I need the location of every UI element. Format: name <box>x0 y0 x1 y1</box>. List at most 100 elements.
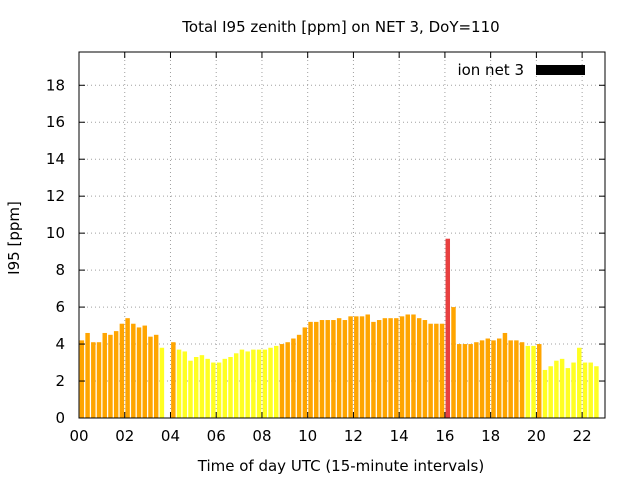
bar <box>136 327 142 418</box>
bar <box>422 320 428 418</box>
bar <box>559 358 565 418</box>
x-tick-label: 20 <box>527 427 546 445</box>
bar <box>125 318 130 418</box>
bar <box>108 334 113 418</box>
bar <box>274 345 279 418</box>
bar <box>371 321 376 418</box>
bar <box>456 344 462 418</box>
bars <box>79 238 599 418</box>
bar <box>502 332 508 418</box>
bar <box>205 358 210 418</box>
x-tick-label: 02 <box>115 427 134 445</box>
bar <box>325 320 330 418</box>
x-tick-label: 06 <box>207 427 226 445</box>
bar <box>462 344 468 418</box>
bar <box>188 360 193 418</box>
bar <box>79 340 85 418</box>
bar <box>571 362 576 418</box>
bar <box>577 347 582 418</box>
bar <box>176 349 182 418</box>
x-tick-label: 22 <box>573 427 592 445</box>
bar <box>216 362 222 418</box>
bar <box>554 360 559 418</box>
x-tick-label: 16 <box>435 427 454 445</box>
y-tick-label: 6 <box>55 298 65 316</box>
bar <box>96 342 102 418</box>
bar <box>416 318 422 418</box>
legend-swatch <box>536 65 585 75</box>
bar <box>365 314 370 418</box>
y-tick-label: 12 <box>46 187 65 205</box>
bar <box>153 334 159 418</box>
bar <box>354 316 359 418</box>
legend: ion net 3 <box>457 61 585 79</box>
x-tick-label: 12 <box>344 427 363 445</box>
bar <box>342 320 348 418</box>
bar <box>399 316 405 418</box>
y-tick-label: 0 <box>55 409 65 427</box>
bar <box>239 349 245 418</box>
chart-title: Total I95 zenith [ppm] on NET 3, DoY=110 <box>181 18 499 36</box>
bar <box>319 320 325 418</box>
x-tick-label: 04 <box>161 427 180 445</box>
bar <box>411 314 416 418</box>
bar <box>228 357 233 418</box>
bar <box>279 344 285 418</box>
bar <box>537 344 542 418</box>
y-axis-label: I95 [ppm] <box>5 201 23 275</box>
bar <box>496 338 502 418</box>
bar <box>262 349 268 418</box>
axis-ticks <box>78 52 605 419</box>
bar <box>359 316 365 418</box>
bar <box>308 321 313 418</box>
bar <box>285 342 290 418</box>
bar <box>508 340 513 418</box>
bar <box>119 323 125 418</box>
bar <box>548 366 553 418</box>
x-tick-label: 18 <box>481 427 500 445</box>
bar <box>394 318 399 418</box>
bar <box>256 349 262 418</box>
bar <box>382 318 388 418</box>
bar <box>525 345 531 418</box>
bar <box>171 342 176 418</box>
bar <box>588 362 593 418</box>
bar <box>314 321 319 418</box>
bar <box>182 351 188 418</box>
bar <box>519 342 525 418</box>
bar <box>222 358 228 418</box>
bar <box>245 351 250 418</box>
bar <box>542 369 548 418</box>
bar <box>439 323 445 418</box>
bar <box>479 340 485 418</box>
bar <box>445 238 451 418</box>
bar <box>148 336 153 418</box>
bar <box>193 357 199 418</box>
bar <box>102 332 107 418</box>
x-tick-label: 10 <box>298 427 317 445</box>
x-tick-label: 08 <box>252 427 271 445</box>
bar <box>565 368 571 418</box>
bar <box>376 320 382 418</box>
bar <box>491 340 496 418</box>
y-tick-label: 16 <box>46 113 65 131</box>
bar <box>582 362 588 418</box>
bar <box>251 349 256 418</box>
bar <box>428 323 433 418</box>
bar <box>434 323 439 418</box>
bar <box>85 332 90 418</box>
bar <box>474 342 479 418</box>
bar <box>233 353 239 418</box>
x-tick-label: 14 <box>390 427 409 445</box>
bar <box>131 323 136 418</box>
bar <box>91 342 96 418</box>
bar <box>594 366 599 418</box>
plot-frame <box>78 51 606 419</box>
bar <box>468 344 473 418</box>
y-tick-label: 2 <box>55 372 65 390</box>
bar <box>348 316 353 418</box>
bar <box>291 338 296 418</box>
bar <box>159 347 165 418</box>
bar <box>331 320 336 418</box>
